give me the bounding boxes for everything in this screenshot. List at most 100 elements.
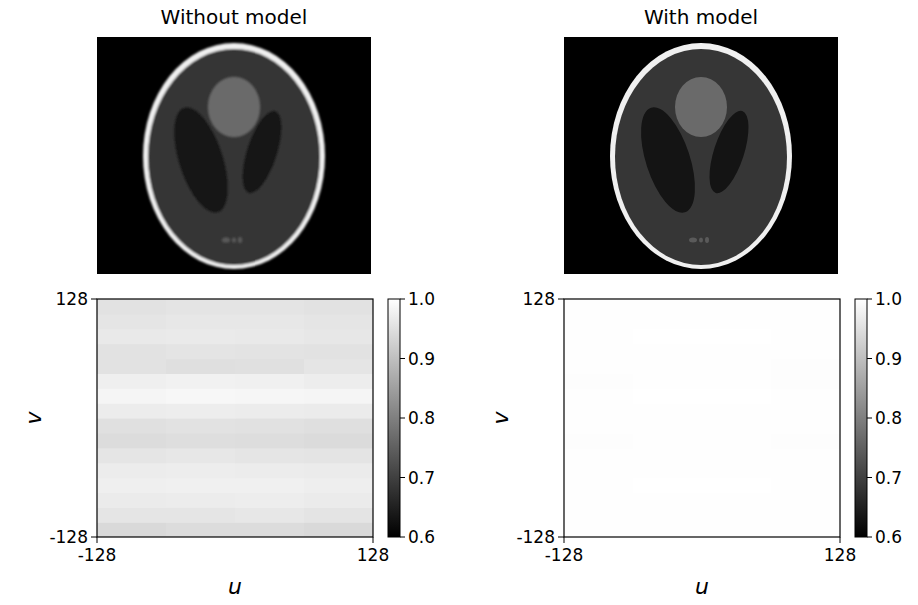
- heatmap-cell: [564, 433, 634, 448]
- heatmap-cell: [771, 418, 840, 433]
- heatmap-cell: [304, 492, 373, 507]
- phantom: [610, 43, 792, 269]
- plot-frame: [564, 299, 840, 537]
- heatmap-cell: [633, 433, 703, 448]
- heatmap-cell: [304, 344, 373, 359]
- heatmap-cell: [702, 522, 772, 537]
- heatmap-cell: [771, 388, 840, 403]
- heatmap-cell: [633, 448, 703, 463]
- heatmap-cell: [633, 507, 703, 522]
- panel-title: With model: [644, 5, 758, 29]
- heatmap-cell: [235, 492, 305, 507]
- image-background: [564, 37, 838, 274]
- heatmap-cell: [771, 492, 840, 507]
- heatmap-cell: [97, 314, 167, 329]
- heatmap-cell: [97, 448, 167, 463]
- colorbar-tick: [867, 358, 872, 359]
- heatmap-cell: [166, 492, 236, 507]
- heatmap-cell: [97, 359, 167, 374]
- heatmap-cell: [304, 507, 373, 522]
- heatmap-cell: [633, 492, 703, 507]
- heatmap-cells: [97, 299, 373, 537]
- phantom: [143, 43, 325, 269]
- colorbar-tick-label: 0.8: [408, 408, 435, 428]
- heatmap-cell: [564, 448, 634, 463]
- heatmap-cell: [304, 403, 373, 418]
- heatmap-cell: [633, 478, 703, 493]
- colorbar-tick: [400, 537, 405, 538]
- heatmap-cell: [771, 507, 840, 522]
- x-tick-label: 128: [824, 545, 856, 565]
- heatmap-cell: [564, 492, 634, 507]
- heatmap-cell: [304, 314, 373, 329]
- skull: [143, 43, 325, 269]
- image-background: [97, 37, 371, 274]
- heatmap-cell: [166, 373, 236, 388]
- small-ellipse: [705, 237, 709, 243]
- heatmap-cell: [702, 299, 772, 314]
- colorbar-tick-label: 0.9: [408, 349, 435, 369]
- heatmap-cell: [564, 373, 634, 388]
- heatmap-cell: [235, 403, 305, 418]
- panel-title: Without model: [161, 5, 308, 29]
- x-tick: [373, 537, 374, 543]
- colorbar-tick-label: 0.7: [408, 468, 435, 488]
- heatmap-cell: [771, 463, 840, 478]
- heatmap-cell: [235, 299, 305, 314]
- heatmap-cell: [633, 329, 703, 344]
- heatmap-cell: [235, 344, 305, 359]
- heatmap-cell: [97, 492, 167, 507]
- colorbar-tick: [867, 537, 872, 538]
- figure: Without model-128128-128128uv0.60.70.80.…: [0, 0, 918, 605]
- heatmap-cell: [771, 359, 840, 374]
- heatmap-cell: [633, 373, 703, 388]
- heatmap-cell: [97, 403, 167, 418]
- y-tick: [91, 299, 97, 300]
- phantom-image: [97, 37, 371, 274]
- heatmap-cell: [166, 299, 236, 314]
- y-axis-title: v: [21, 411, 46, 425]
- heatmap-cell: [771, 314, 840, 329]
- heatmap-cell: [771, 329, 840, 344]
- heatmap-cell: [235, 329, 305, 344]
- small-ellipse: [689, 238, 697, 243]
- y-tick-label: 128: [523, 289, 555, 309]
- y-tick-label: -128: [49, 527, 88, 547]
- heatmap-cell: [564, 507, 634, 522]
- heatmap-cell: [702, 314, 772, 329]
- heatmap-cell: [633, 359, 703, 374]
- colorbar-tick: [400, 299, 405, 300]
- heatmap-cell: [771, 344, 840, 359]
- heatmap-cell: [304, 448, 373, 463]
- heatmap-cell: [702, 507, 772, 522]
- heatmap-cell: [166, 314, 236, 329]
- heatmap-cell: [97, 433, 167, 448]
- colorbar-tick: [867, 299, 872, 300]
- heatmap-cell: [564, 522, 634, 537]
- heatmap-cell: [97, 388, 167, 403]
- heatmap-cell: [235, 478, 305, 493]
- colorbar-tick: [867, 477, 872, 478]
- heatmap-cell: [771, 433, 840, 448]
- colorbar-tick-label: 0.7: [875, 468, 902, 488]
- right-ellipse: [701, 106, 756, 197]
- colorbar-tick-label: 1.0: [408, 289, 435, 309]
- heatmap-cell: [235, 448, 305, 463]
- heatmap-cell: [771, 403, 840, 418]
- heatmap-cell: [304, 418, 373, 433]
- left-ellipse: [163, 101, 239, 219]
- heatmap-cell: [702, 448, 772, 463]
- colorbar-tick: [400, 477, 405, 478]
- small-ellipse: [232, 238, 236, 243]
- y-tick: [558, 299, 564, 300]
- x-tick-label: -128: [78, 545, 117, 565]
- x-tick-label: -128: [545, 545, 584, 565]
- heatmap-cell: [564, 403, 634, 418]
- heatmap-cell: [771, 373, 840, 388]
- heatmap-cell: [97, 507, 167, 522]
- heatmap-cell: [564, 299, 634, 314]
- heatmap-cell: [633, 463, 703, 478]
- heatmap-cell: [235, 373, 305, 388]
- top-ellipse: [208, 77, 260, 137]
- heatmap-cell: [166, 433, 236, 448]
